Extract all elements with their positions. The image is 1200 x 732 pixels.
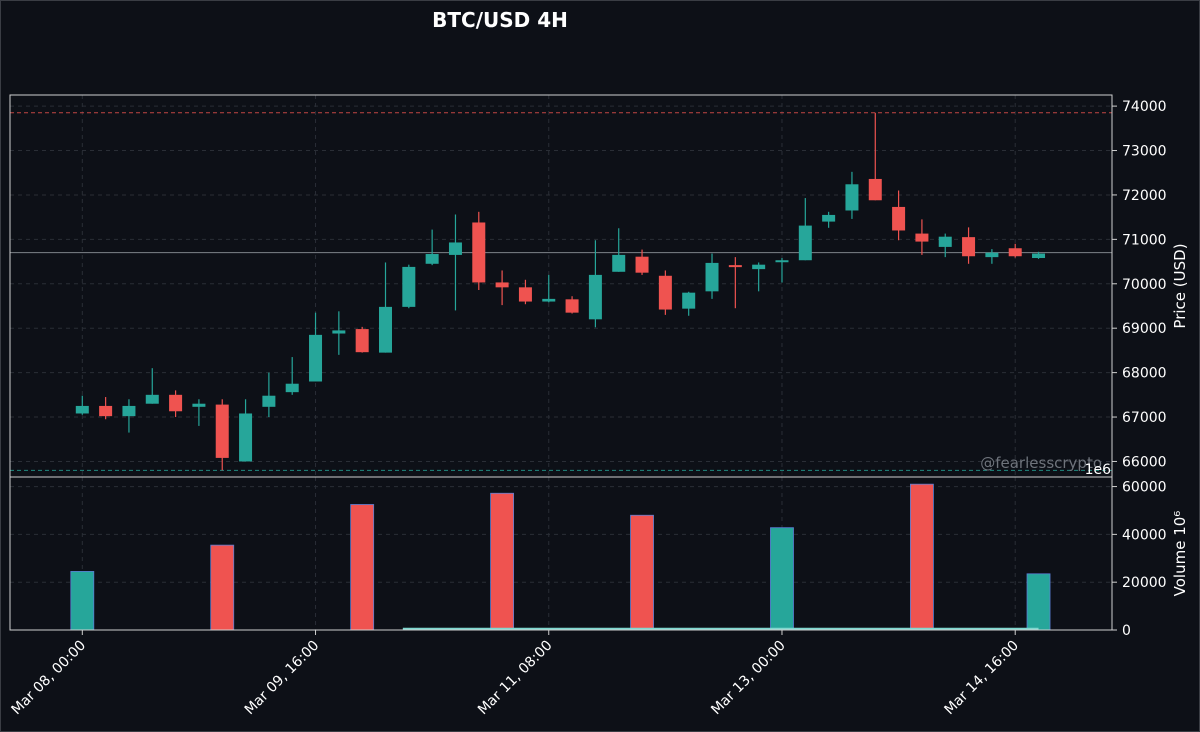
candle-body [425, 254, 439, 264]
price-ytick-label: 68000 [1122, 366, 1167, 382]
price-ytick-label: 67000 [1122, 410, 1167, 426]
price-offset-label: 1e6 [1085, 462, 1112, 478]
candle-body [448, 242, 462, 255]
xtick-label: Mar 13, 00:00 [708, 638, 789, 719]
candle-body [938, 236, 952, 247]
candle-body [332, 330, 346, 334]
candle-body [588, 274, 602, 320]
candle-body [378, 306, 392, 353]
volume-ytick-label: 20000 [1122, 575, 1167, 591]
xtick-label: Mar 11, 08:00 [475, 638, 556, 719]
candle-body [75, 405, 89, 414]
candle-body [1032, 253, 1046, 259]
price-ytick-label: 72000 [1122, 188, 1167, 204]
candle-body [472, 222, 486, 283]
chart-title: BTC/USD 4H [432, 8, 568, 32]
candle-body [285, 383, 299, 393]
candle-body [518, 287, 532, 302]
candle-body [705, 262, 719, 292]
candle-body [1008, 248, 1022, 257]
price-ytick-label: 73000 [1122, 144, 1167, 160]
candle-body [752, 264, 766, 270]
xtick-label: Mar 14, 16:00 [941, 638, 1022, 719]
price-ylabel: Price (USD) [1171, 243, 1189, 328]
candle-body [565, 299, 579, 313]
volume-ytick-label: 0 [1122, 623, 1131, 639]
candle-body [169, 394, 183, 412]
candle-body [309, 334, 323, 382]
candle-body [402, 266, 416, 307]
candle-body [775, 260, 789, 263]
candle-body [985, 252, 999, 258]
candle-body [542, 298, 556, 302]
candle-body [868, 178, 882, 201]
volume-ylabel: Volume 10⁶ [1171, 511, 1189, 597]
volume-bar [770, 527, 794, 631]
volume-ytick-label: 60000 [1122, 480, 1167, 496]
candle-body [262, 395, 276, 407]
price-panel-border [9, 94, 1113, 478]
x-axis: Mar 08, 00:00 Mar 09, 16:00 Mar 11, 08:00 M… [9, 630, 1022, 718]
price-ytick-label: 71000 [1122, 232, 1167, 248]
candle-body [798, 225, 812, 261]
price-ytick-label: 70000 [1122, 277, 1167, 293]
candle-body [845, 184, 859, 211]
volume-bar [910, 483, 934, 631]
candle-body [239, 413, 253, 462]
candle-body [99, 405, 113, 417]
xtick-label: Mar 09, 16:00 [242, 638, 323, 719]
candle-body [892, 206, 906, 231]
candle-body [962, 237, 976, 257]
candle-body [915, 233, 929, 242]
price-panel: @fearlesscrypto 66000 67000 68000 69000 70000… [9, 94, 1189, 478]
candle-body [192, 403, 206, 407]
volume-bar [1026, 573, 1051, 631]
candle-body [612, 254, 626, 272]
candle-body [215, 404, 229, 458]
candle-body [122, 405, 136, 417]
candle-body [355, 329, 369, 353]
watermark: @fearlesscrypto [980, 454, 1102, 472]
volume-bar [70, 571, 95, 631]
volume-bar [490, 492, 515, 631]
candle-body [682, 292, 696, 309]
volume-bar [350, 504, 375, 631]
candle-body [635, 256, 649, 273]
candle-body [145, 394, 159, 404]
candle-body [658, 275, 672, 310]
price-ytick-label: 74000 [1122, 99, 1167, 115]
candle-body [495, 282, 509, 288]
candle-body [822, 214, 836, 222]
volume-ytick-label: 40000 [1122, 527, 1167, 543]
candle-body [728, 265, 742, 268]
xtick-label: Mar 08, 00:00 [9, 638, 90, 719]
price-ytick-label: 66000 [1122, 454, 1167, 470]
volume-panel-border [9, 476, 1113, 631]
volume-bar [630, 514, 654, 631]
volume-bar [210, 544, 235, 631]
price-ytick-label: 69000 [1122, 321, 1167, 337]
